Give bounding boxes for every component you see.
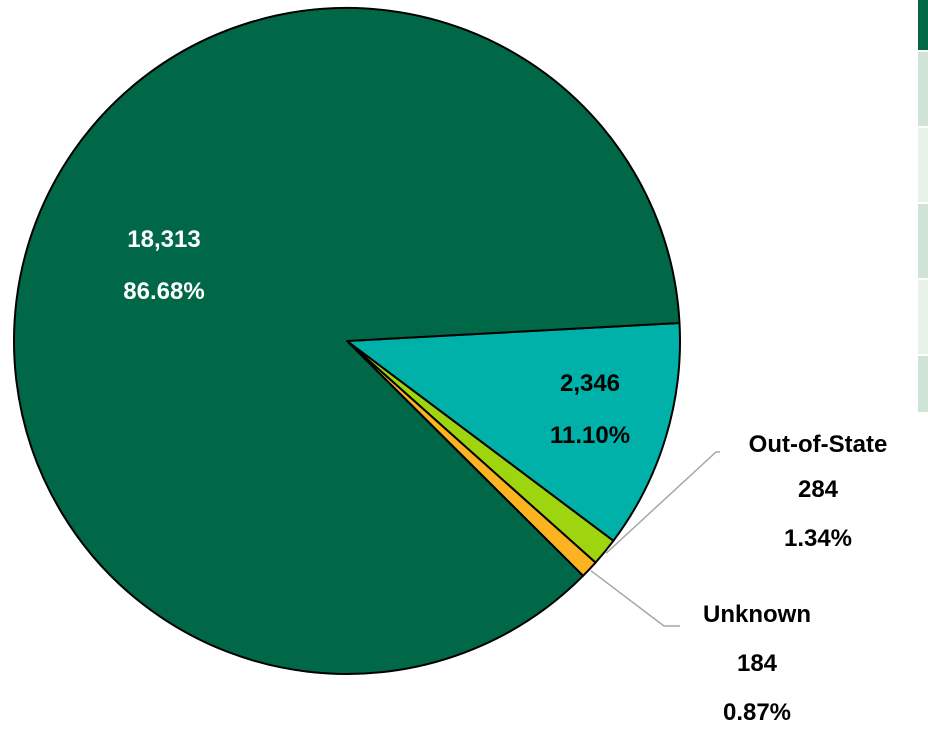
slice-3-value-label: 284 xyxy=(798,476,839,503)
slice-2-value-label: 2,346 xyxy=(560,370,620,397)
slice-4-category-label: Unknown xyxy=(703,601,811,628)
slice-3-category-label: Out-of-State xyxy=(749,431,888,458)
table-row xyxy=(918,128,928,202)
slice-4-percent-label: 0.87% xyxy=(723,699,791,726)
slice-1-value-label: 18,313 xyxy=(127,226,200,253)
table-header-cell xyxy=(918,0,928,50)
unknown-leader-line xyxy=(590,570,680,627)
slices-group xyxy=(13,7,681,675)
slice-second xyxy=(346,321,681,542)
out-of-state-leader-line xyxy=(605,451,720,554)
table-row xyxy=(918,356,928,412)
table-row xyxy=(918,204,928,278)
slice-4-value-label: 184 xyxy=(737,650,778,677)
table-row xyxy=(918,280,928,354)
slice-2-percent-label: 11.10% xyxy=(550,422,630,449)
leader-lines-group xyxy=(590,451,720,627)
slice-largest xyxy=(13,7,681,675)
side-table-edge xyxy=(918,0,928,412)
table-row xyxy=(918,52,928,126)
slice-3-percent-label: 1.34% xyxy=(784,525,852,552)
slice-1-percent-label: 86.68% xyxy=(123,278,204,305)
